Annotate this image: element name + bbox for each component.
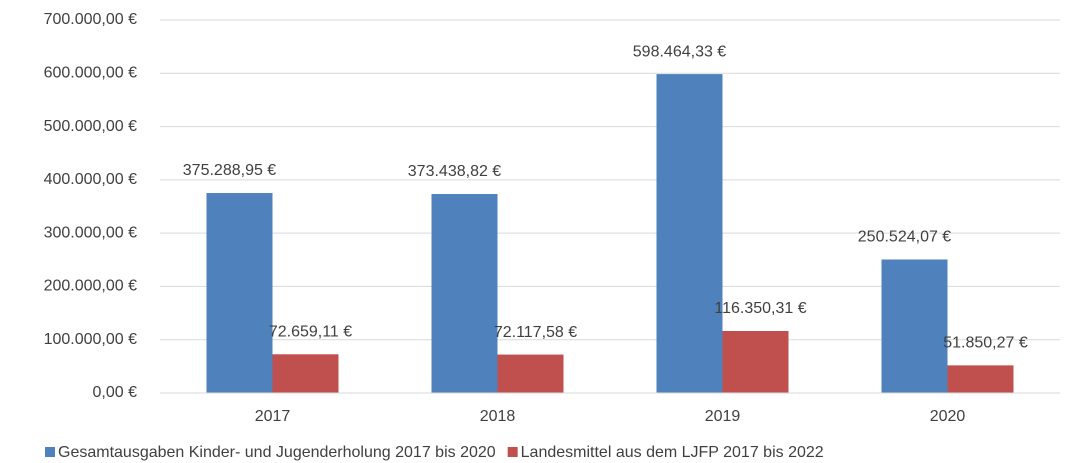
bar bbox=[881, 259, 948, 393]
x-tick-label: 2018 bbox=[480, 408, 516, 425]
x-tick-label: 2017 bbox=[255, 408, 291, 425]
legend-swatch bbox=[507, 447, 518, 457]
y-tick-label: 600.000,00 € bbox=[44, 65, 138, 82]
y-tick-label: 400.000,00 € bbox=[44, 171, 138, 188]
data-label: 375.288,95 € bbox=[183, 162, 277, 179]
bar bbox=[722, 331, 789, 393]
data-label: 51.850,27 € bbox=[943, 335, 1028, 352]
y-tick-label: 100.000,00 € bbox=[44, 331, 138, 348]
y-tick-label: 300.000,00 € bbox=[44, 224, 138, 241]
bar bbox=[947, 365, 1014, 393]
bar bbox=[497, 354, 564, 393]
legend-swatch bbox=[45, 447, 55, 457]
y-tick-label: 0,00 € bbox=[93, 384, 138, 401]
data-label: 72.659,11 € bbox=[269, 324, 352, 341]
data-label: 373.438,82 € bbox=[408, 163, 502, 180]
data-label: 116.350,31 € bbox=[714, 300, 806, 317]
bar bbox=[656, 74, 723, 393]
bar bbox=[431, 194, 498, 393]
data-label: 250.524,07 € bbox=[858, 229, 952, 246]
legend-label: Gesamtausgaben Kinder- und Jugenderholun… bbox=[58, 444, 496, 461]
data-label: 72.117,58 € bbox=[494, 324, 577, 341]
bar bbox=[272, 354, 339, 393]
y-tick-label: 200.000,00 € bbox=[44, 278, 138, 295]
bar bbox=[206, 193, 273, 393]
y-tick-label: 700.000,00 € bbox=[44, 11, 138, 28]
x-tick-label: 2020 bbox=[930, 408, 966, 425]
y-tick-label: 500.000,00 € bbox=[44, 118, 138, 135]
data-label: 598.464,33 € bbox=[633, 43, 727, 60]
x-tick-label: 2019 bbox=[705, 408, 741, 425]
legend-label: Landesmittel aus dem LJFP 2017 bis 2022 bbox=[521, 444, 824, 461]
